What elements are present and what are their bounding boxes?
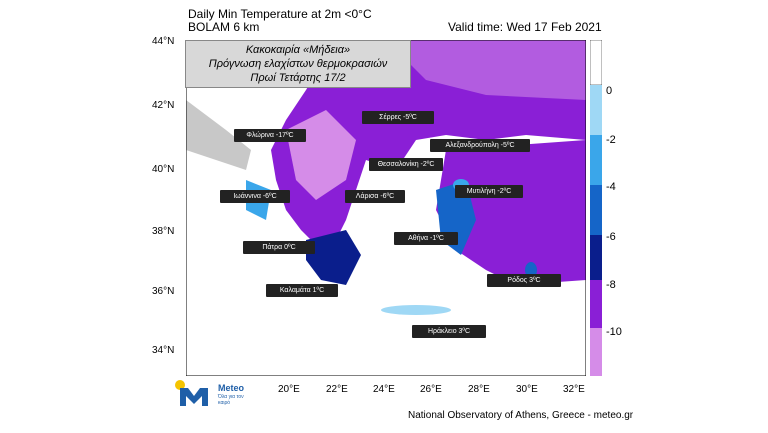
x-tick-label: 22°E [326,384,348,395]
colorbar [590,40,602,376]
logo-tagline: Όλα για τον καιρό [218,394,244,406]
danube-cold-area [386,40,586,100]
x-tick-label: 26°E [420,384,442,395]
y-tick-label: 40°N [152,164,175,175]
city-label-irakleio: Ηράκλειο 3ºC [412,325,486,338]
peloponnese [306,230,361,285]
colorbar-label: -4 [606,181,616,193]
colorbar-label: 0 [606,85,613,97]
logo-name: Meteo [218,383,245,393]
model-label: BOLAM 6 km [188,20,260,34]
x-tick-label: 20°E [278,384,300,395]
turkey-region [436,140,586,285]
x-tick-label: 28°E [468,384,490,395]
city-label-thessaloniki: Θεσσαλονίκη -2ºC [369,158,443,171]
crete-island [381,305,451,315]
y-tick-label: 38°N [152,226,175,237]
info-subtitle: Πρόγνωση ελαχίστων θερμοκρασιών [208,58,388,70]
city-label-athina: Αθήνα -1ºC [394,232,458,245]
info-date: Πρωί Τετάρτης 17/2 [250,72,346,84]
city-label-kalamata: Καλαμάτα 1ºC [266,284,338,297]
map-title: Daily Min Temperature at 2m <0°C [188,7,372,21]
info-box: Κακοκαιρία «Μήδεια» Πρόγνωση ελαχίστων θ… [185,40,411,88]
city-label-larisa: Λάρισα -6ºC [345,190,405,203]
y-tick-label: 42°N [152,100,175,111]
city-label-mytilini: Μυτιλήνη -2ºC [455,185,523,198]
info-title: Κακοκαιρία «Μήδεια» [245,44,351,56]
city-label-ioannina: Ιωάννινα -6ºC [220,190,290,203]
city-label-patra: Πάτρα 0ºC [243,241,315,254]
colorbar-label: -6 [606,231,616,243]
y-tick-label: 36°N [152,286,175,297]
y-tick-label: 44°N [152,36,175,47]
city-label-alexandroupoli: Αλεξανδρούπολη -5ºC [430,139,530,152]
x-tick-label: 24°E [373,384,395,395]
valid-time: Valid time: Wed 17 Feb 2021 [448,20,602,34]
italy-region [186,100,251,170]
city-label-serres: Σέρρες -5ºC [362,111,434,124]
x-tick-label: 32°E [563,384,585,395]
city-label-rodos: Ρόδος 3ºC [487,274,561,287]
city-label-florina: Φλώρινα -17ºC [234,129,306,142]
y-tick-label: 34°N [152,345,175,356]
colorbar-label: -8 [606,279,616,291]
colorbar-label: -2 [606,134,616,146]
meteo-logo-icon [175,380,208,406]
x-tick-label: 30°E [516,384,538,395]
colorbar-label: -10 [606,326,622,338]
credit-text: National Observatory of Athens, Greece -… [408,410,634,421]
temperature-map [186,40,586,376]
